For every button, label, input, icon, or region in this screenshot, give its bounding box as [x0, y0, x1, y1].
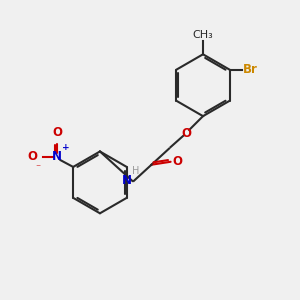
Text: H: H — [132, 166, 139, 176]
Text: N: N — [122, 174, 132, 188]
Text: CH₃: CH₃ — [193, 30, 213, 40]
Text: O: O — [172, 155, 182, 168]
Text: O: O — [28, 150, 38, 163]
Text: +: + — [62, 142, 70, 152]
Text: ⁻: ⁻ — [35, 163, 40, 173]
Text: N: N — [52, 150, 62, 163]
Text: Br: Br — [243, 63, 258, 76]
Text: O: O — [181, 127, 191, 140]
Text: O: O — [52, 126, 62, 139]
